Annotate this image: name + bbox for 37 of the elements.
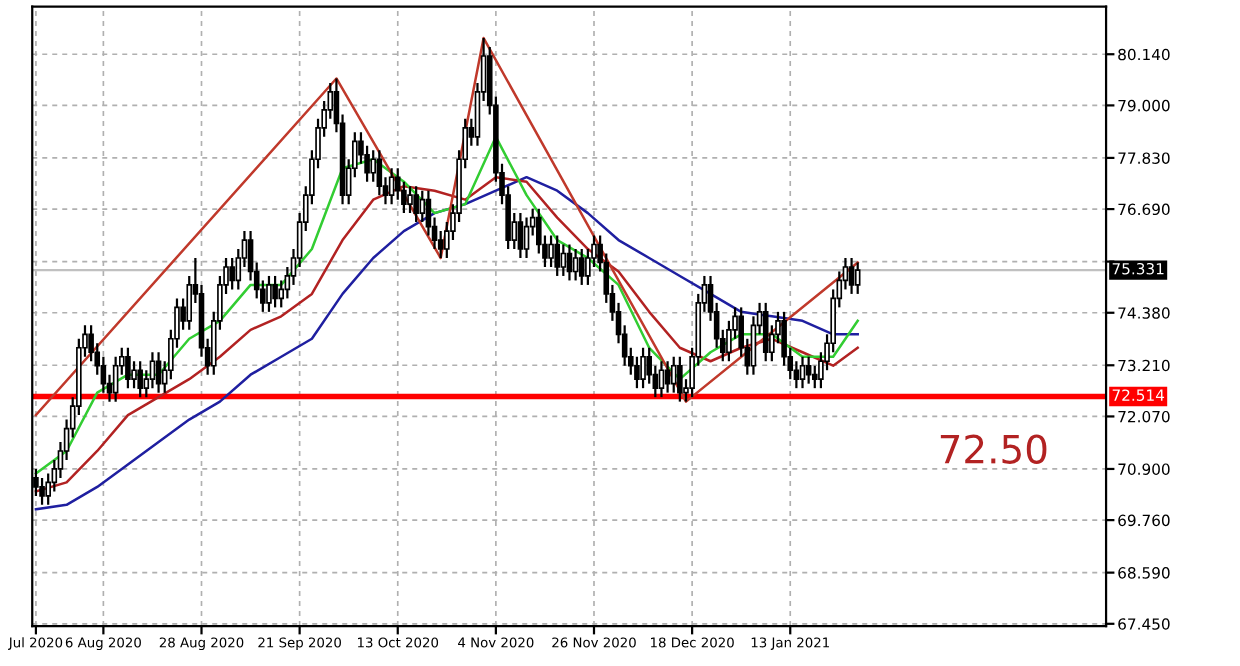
candlestick <box>272 274 278 309</box>
candlestick <box>658 360 665 399</box>
candlestick <box>376 149 383 197</box>
candlestick <box>578 247 585 287</box>
candlestick <box>517 212 524 260</box>
candlestick <box>664 360 671 394</box>
candlestick <box>811 364 818 390</box>
candlestick <box>266 274 272 313</box>
line-series <box>34 36 859 417</box>
candlestick <box>548 234 554 269</box>
candlestick <box>419 189 426 224</box>
candlestick <box>229 256 235 291</box>
annotation: 72.50 <box>940 434 1047 464</box>
candlestick <box>677 355 683 403</box>
candlestick <box>39 476 45 506</box>
candlestick <box>762 301 769 363</box>
candlestick <box>854 261 861 296</box>
candlestick <box>413 185 419 224</box>
candlestick <box>634 355 640 390</box>
candlestick <box>554 234 560 278</box>
candlestick <box>572 247 579 282</box>
candlestick <box>848 256 855 296</box>
candlestick <box>137 360 143 399</box>
candlestick <box>523 216 530 260</box>
line-series <box>34 135 859 475</box>
candlestick <box>805 355 812 385</box>
candlestick <box>670 355 677 394</box>
candlestick <box>155 351 162 394</box>
candlestick <box>407 185 413 215</box>
candlestick <box>388 167 395 206</box>
candlestick <box>799 355 806 390</box>
candlestick <box>131 360 137 390</box>
candlestick <box>560 243 567 278</box>
candlestick <box>370 149 377 183</box>
candlestick <box>125 346 131 390</box>
candlestick <box>149 351 156 390</box>
candlestick <box>640 346 646 390</box>
